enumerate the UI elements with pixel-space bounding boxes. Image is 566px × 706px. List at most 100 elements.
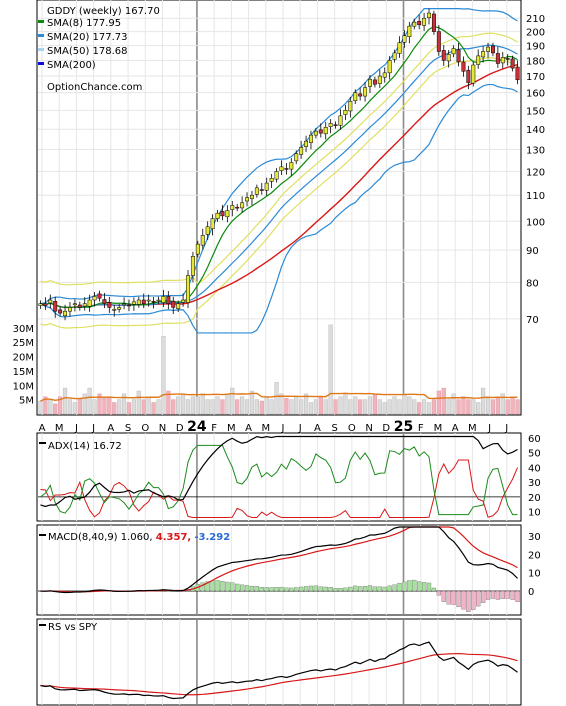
candle-body	[308, 134, 313, 143]
rs-legend-swatch	[39, 624, 46, 626]
macd-histogram	[38, 579, 520, 612]
rs-lines	[40, 641, 518, 700]
x-tick-label: N	[159, 423, 166, 434]
volume-bar	[318, 396, 323, 415]
volume-bar	[195, 396, 200, 415]
macd-swatch	[39, 534, 46, 536]
macd-hist-bar	[299, 586, 304, 592]
candle-body	[294, 153, 299, 162]
x-tick-label: M	[55, 423, 64, 434]
candle-body	[417, 20, 422, 26]
macd-value: MACD(8,40,9) 1.060,	[48, 532, 153, 543]
x-tick-label: 24	[187, 419, 207, 435]
volume-bar	[67, 399, 73, 415]
volume-bar	[235, 399, 240, 415]
volume-bar	[441, 387, 446, 415]
x-tick-label: J	[74, 423, 78, 434]
x-tick-label: M	[434, 423, 443, 434]
candle-body	[313, 130, 318, 136]
watermark: OptionChance.com	[47, 82, 142, 93]
candle-body	[127, 304, 131, 307]
volume-bar	[220, 399, 225, 415]
volume-tick-label: 10M	[13, 381, 34, 392]
macd-hist-bar	[392, 584, 397, 592]
x-tick-label: N	[365, 423, 372, 434]
candle-body	[136, 299, 141, 305]
candle-body	[112, 309, 117, 311]
candlesticks	[38, 8, 520, 321]
macd-tick-label: 0	[528, 587, 534, 598]
candle-body	[363, 87, 368, 97]
candle-body	[402, 35, 407, 43]
candle-body	[166, 296, 171, 304]
macd-hist-bar	[367, 585, 373, 592]
volume-bar	[308, 402, 314, 415]
price-tick-label: 110	[526, 191, 545, 202]
x-tick-label: M	[261, 423, 270, 434]
volume-bar	[43, 396, 48, 415]
chart-title: GDDY (weekly) 167.70	[47, 6, 160, 17]
volume-bar	[407, 396, 412, 415]
legend-label: SMA(20) 177.73	[47, 32, 128, 43]
legend-swatch	[38, 34, 44, 37]
price-tick-label: 90	[526, 246, 539, 257]
macd-hist-bar	[476, 590, 481, 607]
volume-bar	[421, 399, 427, 415]
volume-bar	[225, 393, 230, 415]
candle-body	[43, 303, 48, 306]
adx-panel-frame	[36, 432, 522, 522]
macd-tick-label: 20	[528, 550, 541, 561]
volume-bar	[87, 387, 92, 415]
volume-bar	[244, 399, 250, 415]
candle-body	[318, 129, 323, 134]
macd-hist-bar	[239, 584, 245, 592]
candle-body	[249, 194, 254, 199]
volume-bar	[279, 393, 284, 415]
volume-bar	[367, 396, 373, 415]
candle-body	[87, 299, 92, 307]
volume-bar	[230, 387, 235, 415]
volume-bar	[215, 396, 220, 415]
volume-bar	[269, 399, 274, 415]
volume-bar	[274, 382, 279, 415]
volume-bar	[362, 399, 368, 415]
candle-body	[156, 299, 161, 302]
candle-body	[171, 300, 176, 308]
volume-bar	[259, 400, 264, 415]
candle-body	[225, 210, 230, 218]
volume-bar	[397, 399, 402, 415]
candle-body	[510, 58, 515, 69]
volume-bar	[303, 393, 309, 415]
candle-body	[176, 303, 181, 309]
volume-bar	[180, 393, 186, 415]
price-tick-label: 180	[526, 56, 545, 67]
macd-hist-bar	[451, 590, 456, 605]
macd-hist-bar	[431, 587, 437, 592]
macd-hist-bar	[417, 581, 422, 592]
volume-bar	[289, 399, 294, 415]
legend-label: SMA(8) 177.95	[47, 18, 121, 29]
macd-tick-label: 30	[528, 532, 541, 543]
price-tick-label: 190	[526, 42, 545, 53]
candle-body	[58, 309, 63, 314]
candle-body	[299, 147, 304, 155]
candle-body	[471, 64, 476, 84]
adx-tick-label: 50	[528, 449, 541, 460]
candle-body	[397, 42, 402, 54]
sma8-line	[40, 26, 518, 309]
volume-bar	[456, 399, 461, 415]
x-tick-label: A	[245, 423, 252, 434]
macd-hist-bar	[471, 590, 476, 610]
rs-swatch	[39, 624, 46, 626]
candle-body	[230, 205, 235, 210]
volume-bar	[82, 393, 87, 415]
volume-bar	[382, 402, 387, 415]
price-grid	[38, 0, 520, 415]
volume-bar	[495, 396, 500, 415]
candle-body	[377, 75, 382, 84]
adx-tick-label: 40	[528, 463, 541, 474]
macd-hist-bar	[215, 580, 220, 592]
adx-panel: 10 20 30 40 50 60 ADX(14) 16.72	[36, 432, 541, 522]
macd-hist-bar	[456, 590, 461, 607]
macd-hist-bar	[436, 590, 441, 596]
